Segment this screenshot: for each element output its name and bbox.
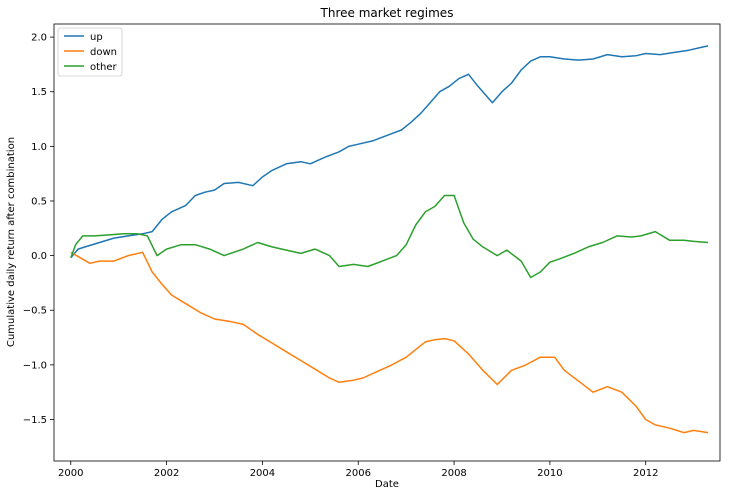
legend-label-down: down	[90, 47, 117, 58]
x-tick-label: 2006	[346, 468, 371, 479]
x-tick-label: 2000	[58, 468, 83, 479]
x-tick-label: 2002	[154, 468, 179, 479]
series-line-other	[70, 194, 709, 279]
series-line-up	[70, 45, 709, 259]
legend-label-other: other	[90, 62, 118, 73]
plot-frame	[53, 23, 721, 462]
y-tick-label: −0.5	[23, 306, 47, 317]
y-tick-label: 0.5	[31, 196, 47, 207]
x-tick-label: 2004	[250, 468, 275, 479]
y-tick-label: 0.0	[31, 251, 47, 262]
y-tick-label: −1.5	[23, 415, 47, 426]
legend: up down other	[57, 27, 123, 77]
y-tick-label: 1.0	[31, 142, 47, 153]
y-axis: −1.5 −1.0 −0.5 0.0 0.5 1.0 1.5 2.0	[23, 33, 54, 426]
x-tick-label: 2010	[537, 468, 562, 479]
x-tick-label: 2012	[633, 468, 658, 479]
y-tick-label: 1.5	[31, 87, 47, 98]
y-tick-label: 2.0	[31, 33, 47, 44]
series-line-down	[70, 251, 709, 434]
legend-label-up: up	[90, 32, 103, 43]
y-axis-label: Cumulative daily return after combinatio…	[6, 137, 17, 347]
x-tick-label: 2008	[441, 468, 466, 479]
chart-title: Three market regimes	[320, 6, 454, 20]
x-axis-label: Date	[375, 479, 399, 490]
plot-lines	[70, 45, 709, 434]
x-axis: 2000 2002 2004 2006 2008 2010 2012	[58, 461, 658, 479]
y-tick-label: −1.0	[23, 360, 47, 371]
legend-box	[57, 27, 123, 77]
